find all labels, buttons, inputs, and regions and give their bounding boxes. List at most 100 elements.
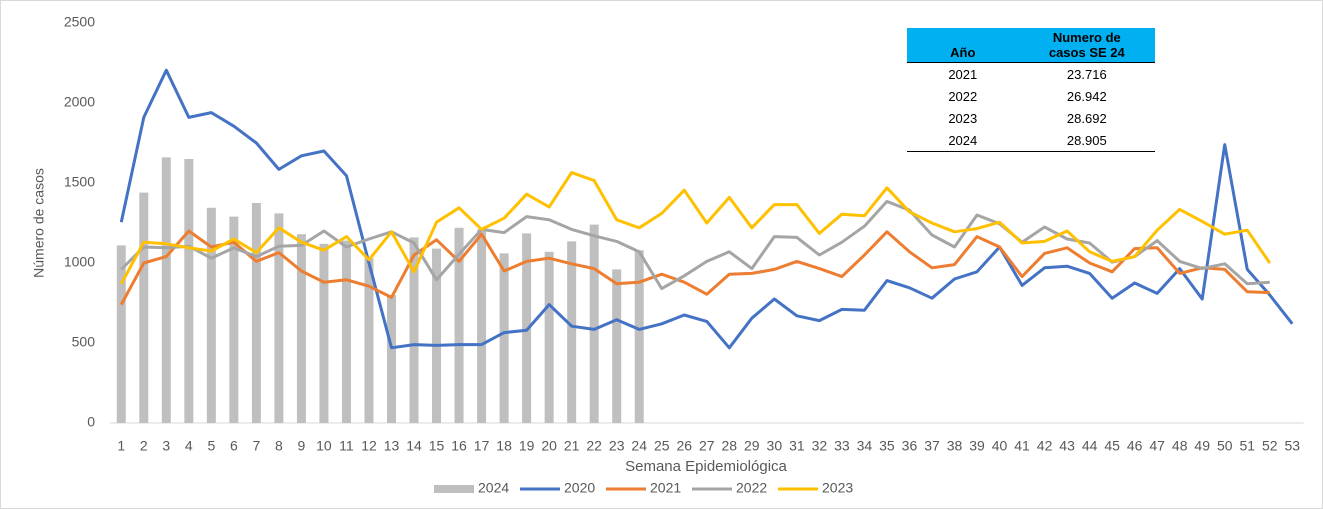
bar <box>161 157 171 423</box>
line-series <box>119 171 1272 285</box>
legend-label: 2020 <box>564 480 595 496</box>
y-tick-label: 0 <box>87 414 95 430</box>
bar <box>499 253 509 423</box>
bar <box>387 295 396 423</box>
bar <box>432 248 442 423</box>
bar <box>206 207 216 423</box>
bar <box>589 224 599 423</box>
x-tick-label: 50 <box>1217 438 1233 454</box>
x-tick-label: 6 <box>230 438 238 454</box>
bar <box>274 213 284 423</box>
table-body: 2021 23.716 2022 26.942 2023 28.692 2024 28.905 <box>907 63 1155 152</box>
x-tick-label: 40 <box>992 438 1008 454</box>
x-tick-label: 24 <box>631 438 647 454</box>
x-tick-label: 38 <box>947 438 963 454</box>
x-tick-label: 1 <box>117 438 125 454</box>
bar <box>184 159 194 423</box>
x-tick-label: 42 <box>1037 438 1053 454</box>
table-row: 2022 26.942 <box>907 85 1155 107</box>
line-series <box>120 199 1270 291</box>
x-tick-label: 2 <box>140 438 148 454</box>
table-header: Año Numero de casos SE 24 <box>907 28 1155 63</box>
x-tick-label: 15 <box>429 438 445 454</box>
x-tick-label: 45 <box>1104 438 1120 454</box>
bar <box>544 251 554 423</box>
x-tick-label: 7 <box>252 438 260 454</box>
line-series <box>119 229 1270 306</box>
table-cell: 26.942 <box>1066 88 1107 104</box>
x-tick-label: 44 <box>1082 438 1098 454</box>
bar <box>454 227 464 423</box>
bar <box>409 237 419 423</box>
x-tick-label: 39 <box>969 438 985 454</box>
x-tick-label: 35 <box>879 438 895 454</box>
y-tick-label: 1500 <box>64 174 95 190</box>
x-tick-label: 9 <box>298 438 306 454</box>
x-tick-label: 52 <box>1262 438 1278 454</box>
table-cell: 23.716 <box>1066 66 1107 82</box>
y-tick-label: 1000 <box>64 254 95 270</box>
legend-label: 2024 <box>478 480 509 496</box>
x-tick-label: 22 <box>586 438 602 454</box>
x-tick-label: 48 <box>1172 438 1188 454</box>
x-tick-label: 26 <box>676 438 692 454</box>
bar <box>296 234 306 423</box>
x-tick-label: 34 <box>857 438 873 454</box>
bar <box>139 192 149 423</box>
x-tick-label: 27 <box>699 438 715 454</box>
bar <box>319 243 329 423</box>
table-row: 2024 28.905 <box>907 129 1155 152</box>
x-tick-label: 20 <box>541 438 557 454</box>
header-cell: Numero de casos SE 24 <box>1018 28 1155 63</box>
x-tick-label: 37 <box>924 438 940 454</box>
x-tick-label: 53 <box>1285 438 1301 454</box>
table-cell: 2022 <box>948 88 978 104</box>
bar <box>477 229 487 423</box>
table-cell: 2021 <box>948 66 978 82</box>
x-tick-label: 32 <box>812 438 828 454</box>
x-tick-label: 18 <box>496 438 512 454</box>
y-tick-label: 2500 <box>64 14 95 30</box>
x-tick-label: 23 <box>609 438 625 454</box>
x-tick-label: 4 <box>185 438 193 454</box>
line-series <box>119 68 1294 350</box>
table-cell: 2023 <box>948 110 978 126</box>
x-tick-label: 51 <box>1239 438 1255 454</box>
x-axis-title: Semana Epidemiológica <box>625 458 787 475</box>
bar <box>634 250 644 423</box>
header-cell: Año <box>907 28 1019 63</box>
x-tick-label: 13 <box>384 438 400 454</box>
y-tick-label: 500 <box>72 334 96 350</box>
x-tick-label: 25 <box>654 438 670 454</box>
x-tick-label: 19 <box>519 438 535 454</box>
x-tick-label: 29 <box>744 438 760 454</box>
x-tick-label: 49 <box>1194 438 1210 454</box>
bar <box>341 240 351 423</box>
x-tick-label: 16 <box>451 438 467 454</box>
bar <box>251 203 261 423</box>
y-axis-title: Número de casos <box>31 168 47 278</box>
x-tick-label: 36 <box>902 438 918 454</box>
x-tick-label: 41 <box>1014 438 1030 454</box>
x-tick-label: 14 <box>406 438 422 454</box>
legend-swatch <box>434 485 474 493</box>
bar <box>364 258 374 423</box>
legend-label: 2021 <box>650 480 681 496</box>
x-tick-label: 30 <box>767 438 783 454</box>
legend-label: 2023 <box>822 480 853 496</box>
x-tick-label: 8 <box>275 438 283 454</box>
x-tick-label: 17 <box>474 438 490 454</box>
x-tick-label: 33 <box>834 438 850 454</box>
x-tick-label: 12 <box>361 438 377 454</box>
table-cell: 28.905 <box>1018 129 1155 152</box>
x-tick-label: 47 <box>1149 438 1165 454</box>
x-tick-label: 5 <box>207 438 215 454</box>
x-tick-label: 28 <box>722 438 738 454</box>
bar <box>116 245 126 423</box>
x-tick-label: 11 <box>339 438 354 454</box>
x-tick-label: 3 <box>162 438 170 454</box>
y-tick-label: 2000 <box>64 94 95 110</box>
legend-label: 2022 <box>736 480 767 496</box>
